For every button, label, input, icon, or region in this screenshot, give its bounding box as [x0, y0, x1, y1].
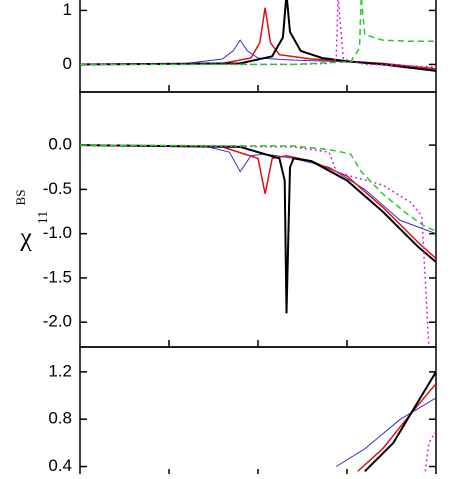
series-line	[80, 144, 436, 260]
series-line	[364, 371, 436, 473]
plot-area	[80, 144, 436, 347]
y-tick-label: -1.0	[43, 223, 72, 242]
series-line	[336, 397, 436, 467]
y-tick-label: -2.0	[43, 312, 72, 331]
y-label-sup: BS	[13, 190, 28, 206]
plot-area	[336, 371, 436, 473]
series-line	[80, 0, 436, 72]
y-tick-label: -1.5	[43, 267, 72, 286]
series-line	[424, 430, 436, 472]
y-tick-label: 0.0	[48, 135, 72, 154]
y-tick-label: 1.2	[48, 361, 72, 380]
series-line	[80, 144, 430, 347]
y-label: χ	[19, 222, 32, 251]
series-line	[80, 144, 436, 232]
series-line	[80, 0, 436, 68]
y-tick-label: 1	[63, 0, 72, 19]
y-tick-label: 0.4	[48, 456, 72, 474]
series-line	[80, 0, 436, 66]
plot-area	[80, 0, 436, 72]
y-label-sub: 11	[36, 211, 51, 224]
series-line	[80, 144, 436, 314]
series-line	[357, 383, 436, 472]
y-tick-label: 0	[63, 54, 72, 73]
y-tick-label: 0.8	[48, 409, 72, 428]
y-tick-label: -0.5	[43, 179, 72, 198]
panel-frame	[79, 91, 437, 348]
